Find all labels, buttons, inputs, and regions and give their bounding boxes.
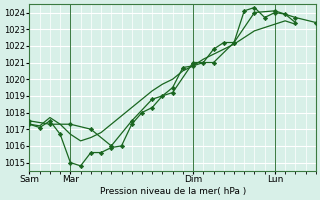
X-axis label: Pression niveau de la mer( hPa ): Pression niveau de la mer( hPa ) xyxy=(100,187,246,196)
